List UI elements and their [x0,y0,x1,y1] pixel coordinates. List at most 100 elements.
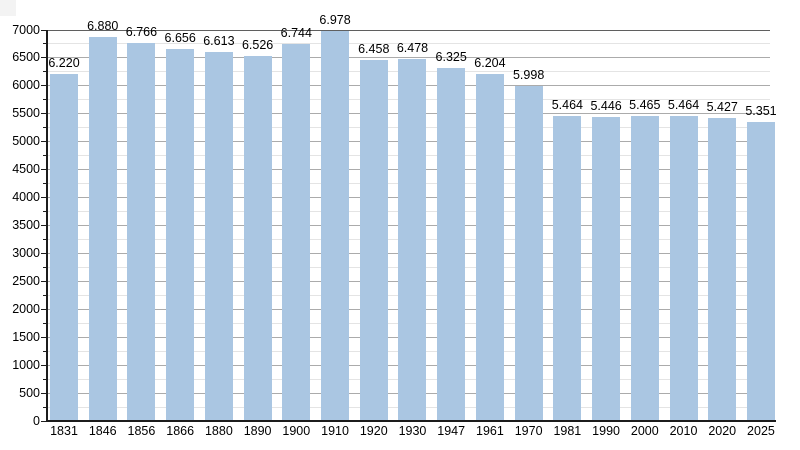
bar [282,44,311,421]
y-axis-tick [43,183,46,185]
x-axis-label: 1880 [204,424,233,438]
grid-line-major [48,57,770,59]
y-axis-tick [43,127,46,129]
x-axis-label: 1970 [514,424,543,438]
x-axis-label: 1856 [127,424,156,438]
y-axis-label: 2500 [12,273,40,288]
bar [437,67,466,421]
y-axis-tick [41,280,46,282]
bar [592,116,621,421]
y-axis-tick [41,252,46,254]
bar [398,59,427,421]
bar [50,73,78,421]
y-axis-tick [43,211,46,213]
y-axis-tick [41,308,46,310]
y-axis-label: 4000 [12,190,40,205]
x-axis-label: 2000 [630,424,659,438]
bar-value-label: 6.656 [164,31,196,46]
x-axis-label: 1890 [243,424,272,438]
bar [204,51,233,421]
x-axis-label: 1831 [50,424,78,438]
y-axis-tick [41,169,46,171]
y-axis-tick [41,57,46,59]
x-axis-label: 2025 [747,424,775,438]
x-axis-label: 1990 [592,424,620,438]
bar [630,115,659,421]
y-axis-tick [41,225,46,226]
bar [514,85,543,421]
x-axis-label: 1866 [166,424,195,438]
y-axis-tick [43,294,46,296]
bar-value-label: 5.464 [551,97,583,112]
bar-value-label: 5.465 [629,97,661,112]
y-axis-label: 3500 [12,218,40,232]
bar-value-label: 6.744 [280,26,312,41]
x-axis-label: 1920 [359,424,388,438]
y-axis-tick [41,141,46,143]
y-axis-line [46,30,48,422]
y-axis-label: 2000 [12,301,40,316]
bar-value-label: 6.880 [87,18,119,33]
y-axis-label: 3000 [12,245,40,260]
bar-value-label: 6.978 [319,13,351,28]
y-axis-tick [43,322,46,324]
bar-value-label: 5.446 [590,98,622,113]
y-axis-tick [41,420,46,422]
bar-value-label: 6.220 [48,55,80,70]
x-axis-line [46,420,776,422]
y-axis-tick [41,336,46,338]
y-axis-tick [43,350,46,352]
y-axis-tick [43,99,46,101]
grid-line-major [48,29,770,31]
y-axis-tick [41,29,46,31]
bar-value-label: 5.998 [512,67,545,82]
bar-value-label: 6.766 [125,25,158,40]
x-axis-label: 1947 [437,424,466,438]
y-axis-label: 7000 [12,22,40,37]
bar-value-label: 5.427 [706,99,738,114]
bar-value-label: 6.478 [396,41,429,56]
y-axis-tick [43,43,46,45]
bar-value-label: 6.458 [358,42,390,57]
y-axis-label: 6500 [12,50,40,65]
bar [127,43,156,421]
bar-value-label: 6.204 [474,56,506,71]
y-axis-tick [43,406,46,408]
y-axis-tick [43,266,46,268]
bar-value-label: 6.325 [435,49,467,64]
y-axis-tick [41,113,46,115]
y-axis-tick [41,392,46,394]
x-axis-label: 1930 [398,424,427,438]
y-axis-tick [41,364,46,366]
bar [746,122,775,421]
y-axis-label: 5500 [12,106,40,121]
bar-value-label: 5.464 [667,97,700,112]
y-axis-tick [41,197,46,199]
y-axis-label: 500 [19,385,40,400]
y-axis-tick [43,155,46,157]
bar-value-label: 6.526 [241,38,274,53]
bar [359,60,388,421]
y-axis-label: 1500 [12,329,40,344]
y-axis-label: 0 [33,413,40,428]
corner-artifact [0,0,16,16]
x-axis-label: 1961 [476,424,504,438]
y-axis-tick [41,85,46,87]
bar [553,115,582,421]
y-axis-tick [43,378,46,380]
bar [475,74,504,421]
bar-value-label: 6.613 [203,33,235,48]
x-axis-label: 1846 [88,424,117,438]
bar [708,117,737,421]
bar [166,49,195,421]
y-axis-label: 6000 [12,78,40,93]
bar [321,31,350,421]
y-axis-tick [43,238,46,240]
y-axis-label: 5000 [12,134,40,149]
y-axis-label: 4500 [12,162,40,177]
grid-line-minor [48,43,770,45]
x-axis-label: 2020 [708,424,737,438]
bar-value-label: 5.351 [745,104,777,119]
bar [669,115,698,421]
